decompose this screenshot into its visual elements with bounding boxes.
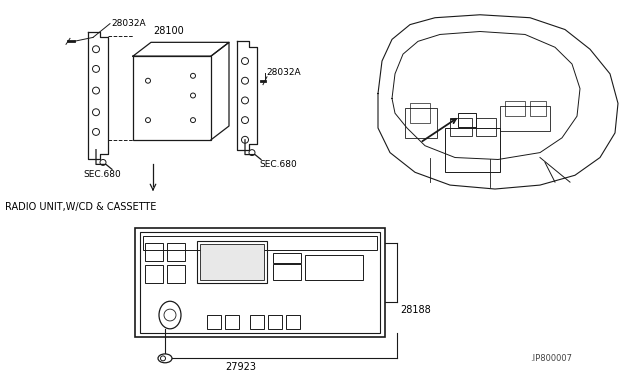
Bar — [135, 228, 385, 337]
Bar — [140, 232, 380, 333]
Bar — [273, 264, 301, 280]
Bar — [207, 315, 221, 329]
Text: RADIO UNIT,W/CD & CASSETTE: RADIO UNIT,W/CD & CASSETTE — [5, 202, 156, 212]
Text: SEC.680: SEC.680 — [83, 170, 121, 179]
Text: SEC.680: SEC.680 — [259, 160, 297, 169]
Bar — [405, 108, 437, 138]
Bar — [445, 128, 500, 172]
Bar — [286, 315, 300, 329]
Bar — [143, 236, 377, 250]
Bar — [197, 241, 267, 283]
Bar — [505, 102, 525, 116]
Bar — [450, 118, 472, 136]
Bar — [200, 244, 264, 280]
Bar — [145, 265, 163, 283]
Text: .IP800007: .IP800007 — [530, 354, 572, 363]
Bar — [458, 113, 476, 127]
Text: 28032A: 28032A — [266, 68, 301, 77]
Bar — [305, 255, 363, 280]
Bar — [530, 102, 546, 116]
Bar — [250, 315, 264, 329]
Text: 28032A: 28032A — [111, 19, 146, 28]
Bar — [410, 103, 430, 123]
Bar — [225, 315, 239, 329]
Bar — [273, 253, 301, 263]
Text: 28188: 28188 — [400, 305, 431, 315]
Bar — [167, 243, 185, 261]
Bar — [133, 56, 211, 140]
Bar — [268, 315, 282, 329]
Text: 28100: 28100 — [153, 26, 184, 35]
Text: 27923: 27923 — [225, 362, 256, 372]
Bar — [500, 106, 550, 131]
Bar — [476, 118, 496, 136]
Bar — [145, 243, 163, 261]
Bar — [167, 265, 185, 283]
